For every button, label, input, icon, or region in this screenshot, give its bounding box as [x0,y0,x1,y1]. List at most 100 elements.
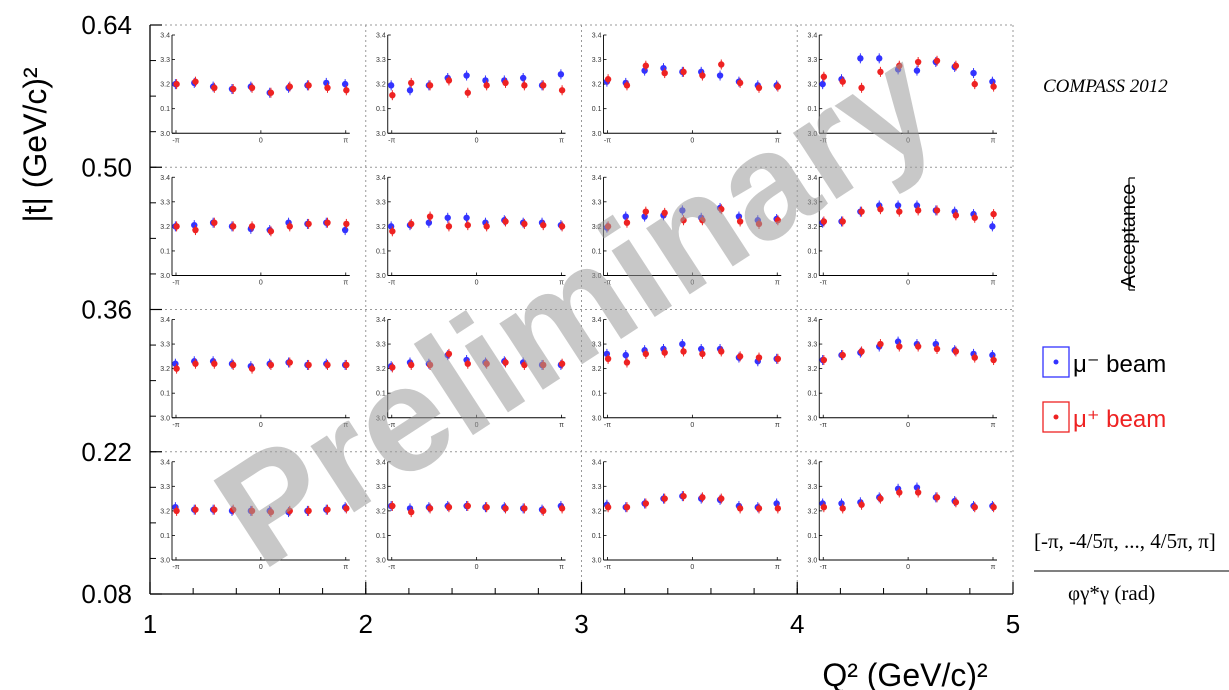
panel-y-tick-label: 3.4 [160,33,170,40]
data-point-mu_plus [971,80,978,88]
data-point-mu_plus [502,79,509,87]
data-point-mu_plus [877,340,884,348]
y-tick-label: 0.36 [81,295,132,325]
data-point-mu_plus [229,361,237,369]
data-point-mu_plus [521,361,528,369]
panel-x-tick-label: 0 [259,564,263,571]
data-point-mu_minus [341,80,349,88]
panel-y-tick-label: 3.4 [592,33,602,40]
panel-x-tick-label: π [343,280,348,287]
panel-y-tick-label: 3.2 [160,224,170,231]
panel-x-tick-label: -π [820,280,827,287]
data-point-mu_plus [858,501,865,508]
data-point-mu_plus [229,506,237,513]
data-point-mu_plus [755,84,763,92]
data-point-mu_minus [679,207,686,214]
panel-x-tick-label: 0 [259,422,263,429]
data-point-mu_plus [426,361,434,369]
panel-x-tick-label: 0 [906,422,910,429]
data-point-mu_plus [990,356,997,364]
panel-y-tick-label: 3.4 [808,317,818,324]
data-point-mu_plus [820,503,828,511]
panel-y-tick-label: 3.3 [376,484,386,491]
panel-x-tick-label: 0 [475,137,479,144]
data-point-mu_plus [286,359,293,366]
data-point-mu_plus [699,350,706,358]
data-point-mu_plus [755,505,763,512]
panel-y-tick-label: 3.2 [592,366,602,373]
panel-y-tick-label: 3.4 [808,459,818,466]
data-point-mu_plus [173,507,180,515]
data-point-mu_plus [540,82,547,89]
x-tick-label: 2 [359,609,373,639]
panel-y-tick-label: 3.0 [160,415,170,422]
data-point-mu_plus [211,506,218,513]
panel: 3.0 0.1 3.2 3.3 3.4 -π 0 π [592,33,782,144]
data-point-mu_minus [463,72,470,79]
data-point-mu_plus [736,218,744,225]
data-point-mu_plus [445,503,453,511]
panel-y-tick-label: 3.3 [160,199,170,206]
panel-y-tick-label: 3.0 [808,131,818,138]
panel-x-tick-label: π [991,137,996,144]
data-point-mu_plus [623,82,631,89]
data-point-mu_plus [483,82,490,89]
panel-x-tick-label: 0 [690,564,694,571]
data-point-mu_plus [839,218,846,225]
data-point-mu_plus [426,82,434,89]
data-point-mu_plus [914,207,922,214]
panel-y-tick-label: 3.3 [808,199,818,206]
data-point-mu_plus [820,218,828,225]
panel-y-tick-label: 3.2 [160,366,170,373]
data-point-mu_plus [820,356,828,364]
data-point-mu_plus [699,72,706,79]
data-point-mu_plus [558,223,566,230]
data-point-mu_plus [623,359,631,366]
data-point-mu_plus [558,87,566,94]
panel-x-tick-label: π [559,422,564,429]
panel-y-tick-label: 3.2 [592,508,602,515]
data-point-mu_plus [445,350,453,358]
data-point-mu_plus [699,494,706,501]
panel-x-tick-label: -π [604,137,611,144]
panel-x-tick-label: -π [172,422,179,429]
data-point-mu_plus [324,506,331,513]
panel-y-tick-label: 0.1 [376,248,386,255]
data-point-mu_plus [211,84,218,92]
panel-y-tick-label: 3.2 [160,82,170,89]
data-point-mu_plus [718,495,725,502]
panel-x-tick-label: 0 [259,280,263,287]
data-point-mu_plus [521,220,528,228]
panel-y-tick-label: 3.4 [592,317,602,324]
data-point-mu_minus [406,87,414,94]
data-point-mu_minus [341,226,349,234]
data-point-mu_plus [896,62,903,69]
data-point-mu_plus [305,507,312,515]
y-tick-label: 0.22 [81,437,132,467]
panel-y-tick-label: 3.3 [160,342,170,349]
panel-y-tick-label: 3.2 [376,508,386,515]
data-point-mu_minus [989,223,996,230]
data-point-mu_minus [519,74,527,82]
data-point-mu_plus [971,503,978,511]
panel-x-tick-label: 0 [906,137,910,144]
y-axis-label: |t| (GeV/c)² [17,67,53,223]
data-point-mu_plus [558,360,566,367]
data-point-mu_plus [971,354,978,361]
panel-y-tick-label: 3.2 [592,82,602,89]
panel-x-tick-label: π [775,422,780,429]
panel-x-tick-label: -π [604,564,611,571]
data-point-mu_plus [540,507,547,515]
data-point-mu_plus [502,218,509,225]
panel-y-tick-label: 3.0 [376,273,386,280]
panel-x-tick-label: -π [820,422,827,429]
data-point-mu_plus [267,228,275,235]
legend-marker-dot [1053,414,1059,420]
data-point-mu_plus [445,77,453,84]
main-axes: 1 2 3 4 5 0.08 0.22 0.36 0.50 0.64 [81,10,1020,639]
panel-y-tick-label: 0.1 [592,106,602,113]
data-point-mu_plus [877,68,884,76]
collaboration-label: COMPASS 2012 [1043,76,1168,97]
data-point-mu_plus [248,84,256,92]
data-point-mu_plus [483,360,490,367]
